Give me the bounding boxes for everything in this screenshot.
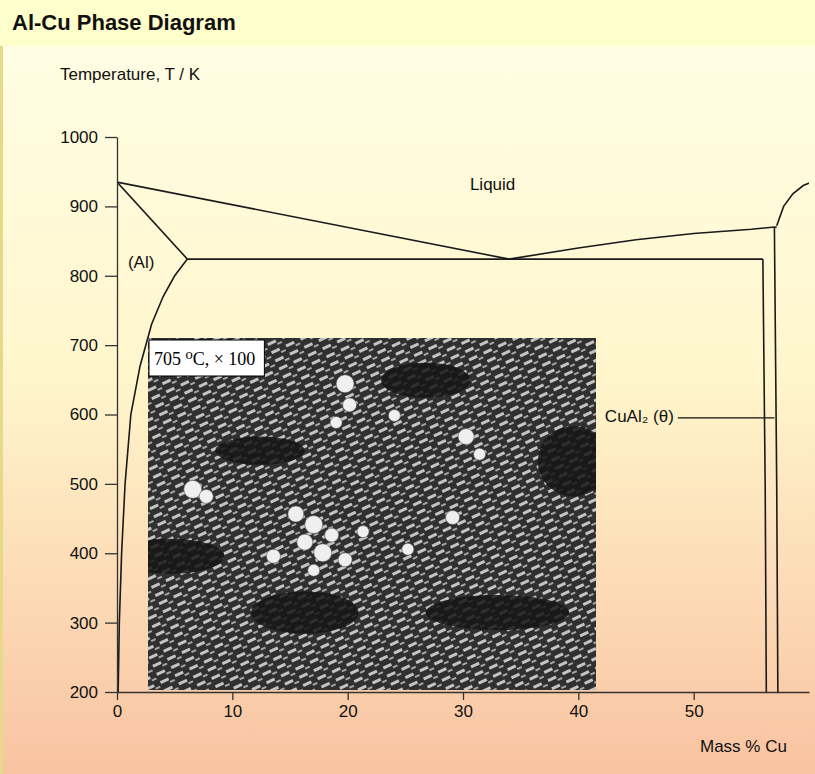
tick-mark (348, 692, 349, 700)
tick-mark (105, 276, 117, 277)
panel-border (0, 46, 3, 774)
tick: 20 (339, 692, 358, 721)
micrograph-particle (336, 375, 354, 393)
tick-mark (105, 137, 117, 138)
micrograph-image (148, 338, 596, 690)
tick: 800 (70, 267, 117, 286)
tick: 30 (454, 692, 473, 721)
micrograph-dark-region (426, 595, 569, 630)
tick-label: 700 (70, 336, 98, 355)
y-axis-title: Temperature, T / K (60, 65, 201, 84)
micrograph-dark-region (538, 426, 596, 496)
tick-label: 300 (70, 614, 98, 633)
tick-mark (694, 692, 695, 700)
micrograph-particle (308, 564, 320, 576)
tick: 400 (70, 544, 117, 563)
micrograph-particle (388, 409, 400, 421)
micrograph-particle (314, 544, 332, 562)
y-axis: 200 300 400 500 600 700 800 900 1000 (60, 128, 117, 702)
x-axis-title: Mass % Cu (700, 737, 787, 756)
annotation: CuAl₂ (θ) (605, 407, 674, 426)
chart: Al-Cu Phase Diagram200300400500600700800… (0, 0, 815, 774)
tick-label: 0 (113, 702, 122, 721)
micrograph-particle (338, 553, 352, 567)
tick: 600 (70, 405, 117, 424)
tick: 0 (113, 692, 122, 721)
tick-mark (105, 206, 117, 207)
background (0, 0, 815, 774)
tick-mark (463, 692, 464, 700)
tick-mark (105, 692, 117, 693)
phase-boundary (777, 181, 809, 226)
micrograph-particle (357, 526, 369, 538)
tick-mark (117, 692, 118, 700)
inset-label: 705 ⁰C, × 100 (154, 349, 255, 369)
tick: 700 (70, 336, 117, 355)
micrograph-dark-region (381, 363, 471, 398)
leader-line (678, 417, 775, 418)
micrograph-particle (288, 506, 304, 522)
micrograph-particle (402, 543, 414, 555)
micrograph-dark-region (215, 437, 305, 465)
tick: 40 (569, 692, 588, 721)
micrograph-particle (446, 511, 460, 525)
tick-mark (105, 622, 117, 623)
tick: 500 (70, 475, 117, 494)
title: Al-Cu Phase Diagram (12, 10, 236, 35)
phase-boundary (774, 227, 777, 692)
panel-background (3, 46, 815, 774)
micrograph-particle (199, 489, 213, 503)
x-axis: 0 10 20 30 40 50 (113, 692, 810, 721)
phase-boundary (117, 182, 509, 259)
tick-label: 1000 (60, 128, 98, 147)
axis-line (117, 138, 118, 693)
micrograph-dark-region (251, 591, 359, 633)
micrograph: 705 ⁰C, × 100 (117, 338, 610, 690)
micrograph-dark-region (148, 539, 224, 574)
micrograph-particle (305, 516, 323, 534)
tick-mark (578, 692, 579, 700)
tick-label: 600 (70, 405, 98, 424)
phase-boundary (187, 258, 763, 260)
micrograph-particle (297, 534, 313, 550)
phase-boundaries (117, 181, 809, 692)
tick-mark (105, 553, 117, 554)
annotation: (Al) (128, 253, 154, 272)
micrograph-texture (148, 338, 596, 690)
tick: 10 (223, 692, 242, 721)
tick-label: 800 (70, 267, 98, 286)
tick-label: 40 (569, 702, 588, 721)
tick-mark (232, 692, 233, 700)
tick-label: 200 (70, 683, 98, 702)
tick: 300 (70, 614, 117, 633)
micrograph-particle (266, 549, 280, 563)
tick: 50 (685, 692, 704, 721)
tick: 900 (70, 197, 117, 216)
micrograph-particle (474, 448, 486, 460)
micrograph-particle (458, 429, 474, 445)
tick-mark (105, 345, 117, 346)
tick: 1000 (60, 128, 117, 147)
phase-boundary (509, 227, 772, 259)
tick-label: 50 (685, 702, 704, 721)
inset-label-box (149, 340, 264, 376)
tick: 200 (70, 683, 117, 702)
tick-label: 10 (223, 702, 242, 721)
tick-mark (105, 484, 117, 485)
micrograph-particle (325, 528, 339, 542)
annotations: Liquid (Al) CuAl₂ (θ) (128, 175, 774, 426)
tick-label: 500 (70, 475, 98, 494)
phase-boundary (117, 182, 187, 259)
tick-label: 400 (70, 544, 98, 563)
micrograph-particle (343, 398, 357, 412)
tick-label: 30 (454, 702, 473, 721)
tick-label: 900 (70, 197, 98, 216)
micrograph-particle (330, 416, 342, 428)
tick-label: 20 (339, 702, 358, 721)
tick-mark (105, 414, 117, 415)
annotation: Liquid (470, 175, 515, 194)
phase-boundary (763, 259, 766, 692)
